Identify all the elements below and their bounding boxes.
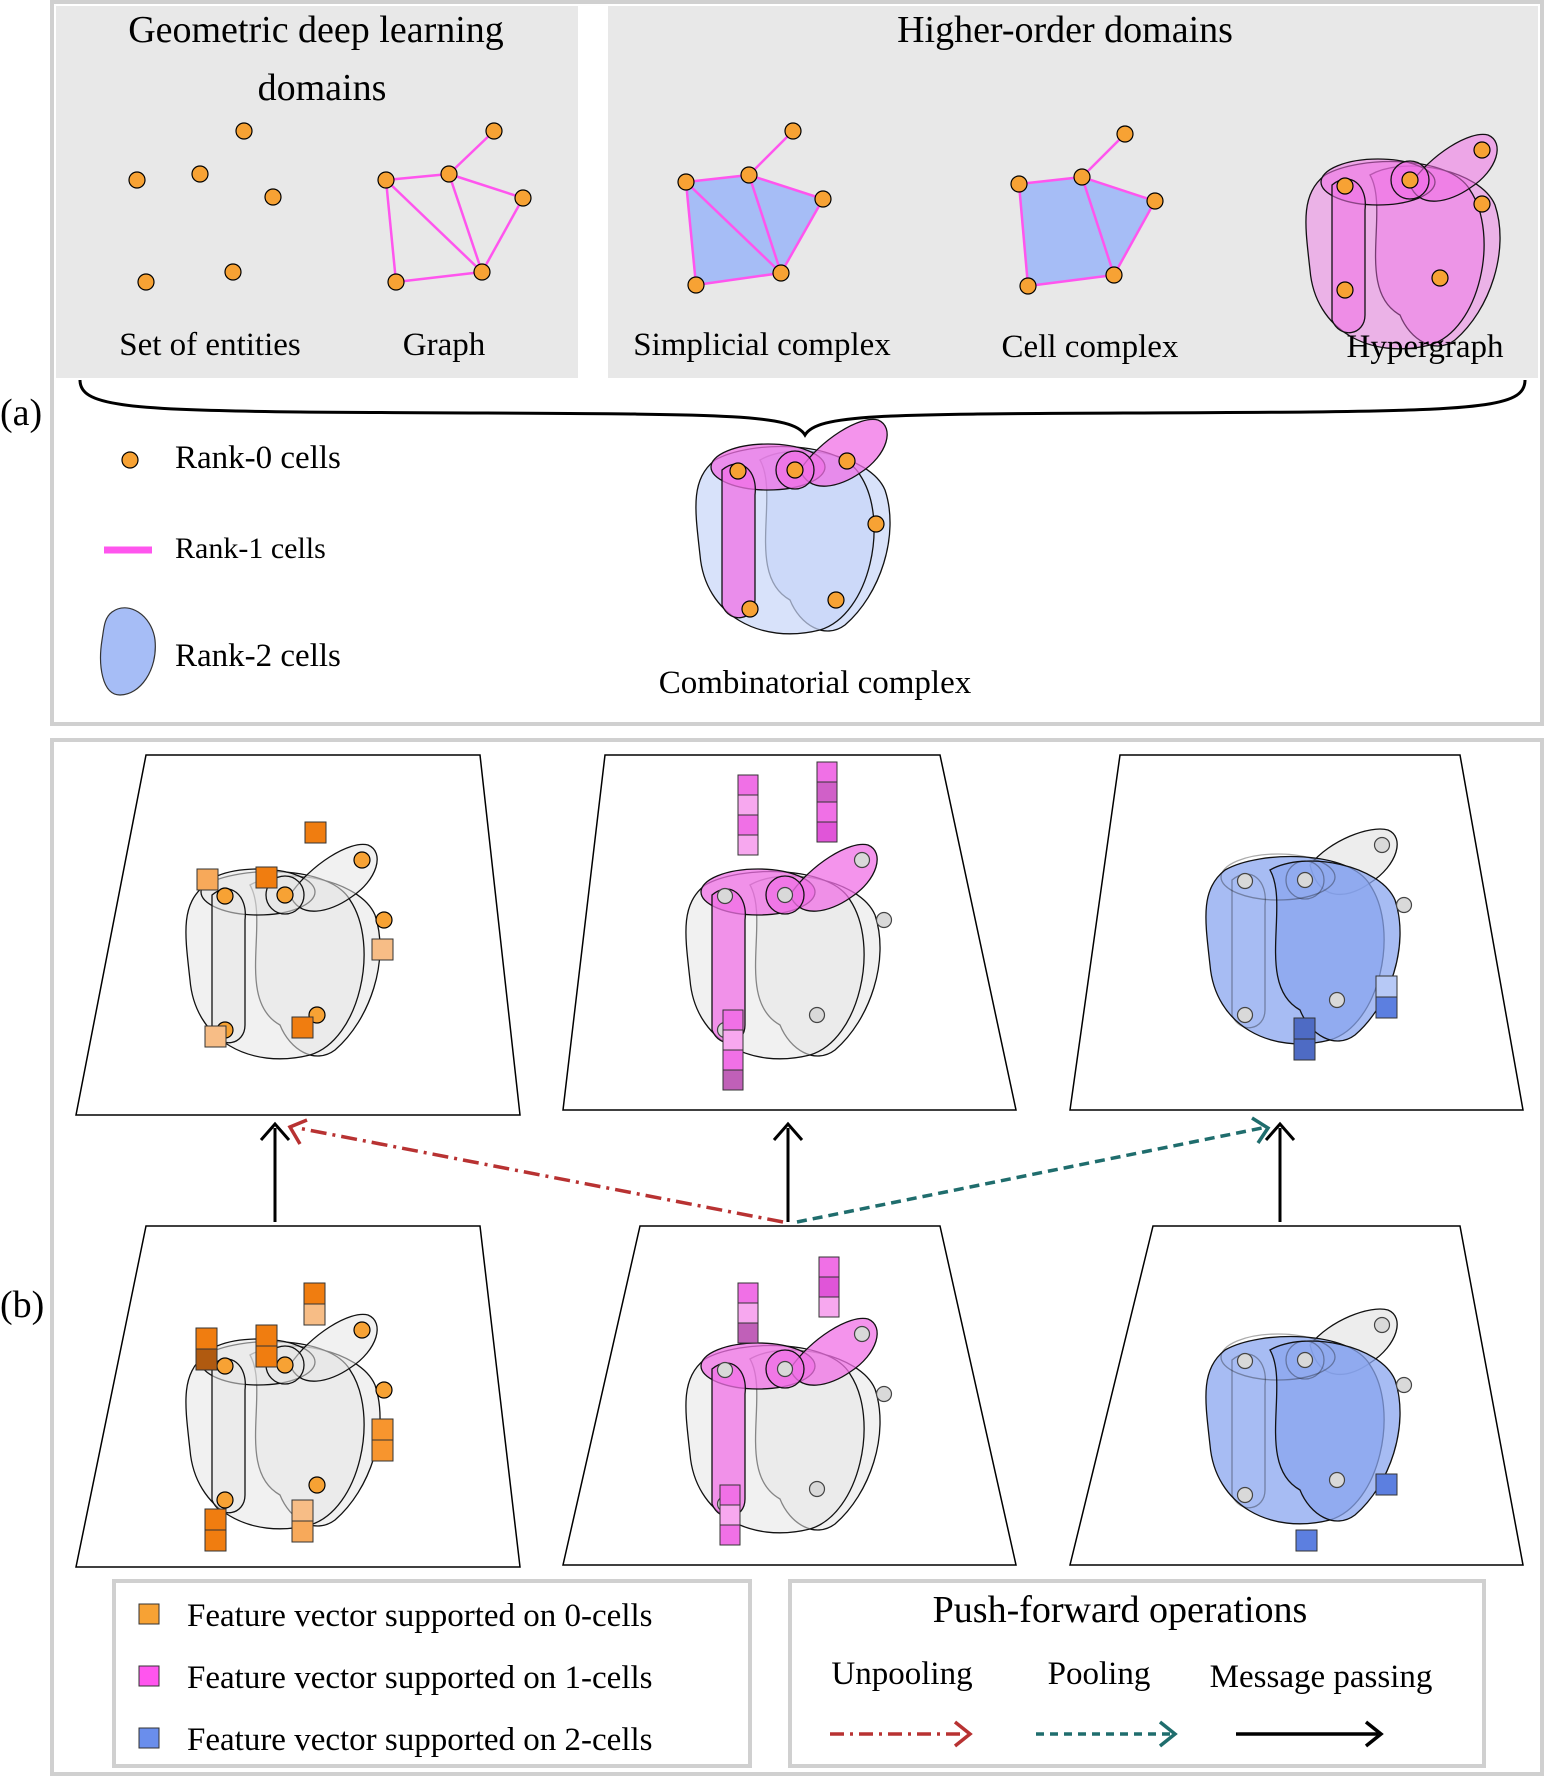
rank1-legend-label: Rank-1 cells <box>175 532 326 565</box>
bottom-middle-feature-vectors <box>719 1256 840 1546</box>
combinatorial-complex-diagram <box>695 418 891 635</box>
gdl-domains-panel <box>56 6 578 378</box>
bottom-right-feature-vectors <box>1295 1473 1398 1552</box>
set-of-entities-label: Set of entities <box>119 327 300 363</box>
pooling-label: Pooling <box>1048 1656 1151 1692</box>
rank2-legend-label: Rank-2 cells <box>175 638 341 674</box>
feature-2-label: Feature vector supported on 2-cells <box>187 1722 653 1758</box>
panel-b-label: (b) <box>0 1284 44 1326</box>
feature-1-icon <box>138 1665 160 1687</box>
higher-order-title: Higher-order domains <box>897 9 1233 51</box>
cell-complex-label: Cell complex <box>1002 329 1179 365</box>
top-right-feature-vectors <box>1293 975 1398 1061</box>
combinatorial-complex-label: Combinatorial complex <box>659 665 972 701</box>
graph-diagram <box>377 122 532 291</box>
rank2-legend-icon <box>99 607 156 696</box>
simplicial-complex-diagram <box>677 122 832 294</box>
curly-brace <box>78 379 1527 438</box>
rank0-legend-label: Rank-0 cells <box>175 440 341 476</box>
cell-complex-diagram <box>1010 125 1164 295</box>
push-forward-title: Push-forward operations <box>933 1589 1308 1631</box>
feature-0-label: Feature vector supported on 0-cells <box>187 1598 653 1634</box>
top-left-feature-vectors <box>196 821 394 1048</box>
panel-a-label: (a) <box>0 392 42 434</box>
feature-0-icon <box>138 1603 160 1625</box>
hypergraph-label: Hypergraph <box>1346 329 1504 365</box>
message-passing-label: Message passing <box>1210 1659 1433 1695</box>
unpooling-label: Unpooling <box>831 1656 972 1692</box>
feature-1-label: Feature vector supported on 1-cells <box>187 1660 653 1696</box>
feature-legend-box <box>112 1579 752 1768</box>
bottom-left-feature-vectors <box>195 1282 394 1552</box>
unpooling-arrow <box>297 1126 784 1224</box>
feature-2-icon <box>138 1727 160 1749</box>
simplicial-complex-label: Simplicial complex <box>633 327 891 363</box>
top-middle-feature-vectors <box>722 761 838 1091</box>
rank0-legend-icon <box>121 451 139 469</box>
gdl-title-line1: Geometric deep learning <box>128 9 504 51</box>
graph-label: Graph <box>403 327 486 363</box>
hypergraph-diagram <box>1305 133 1501 350</box>
gdl-title-line2: domains <box>258 67 387 109</box>
